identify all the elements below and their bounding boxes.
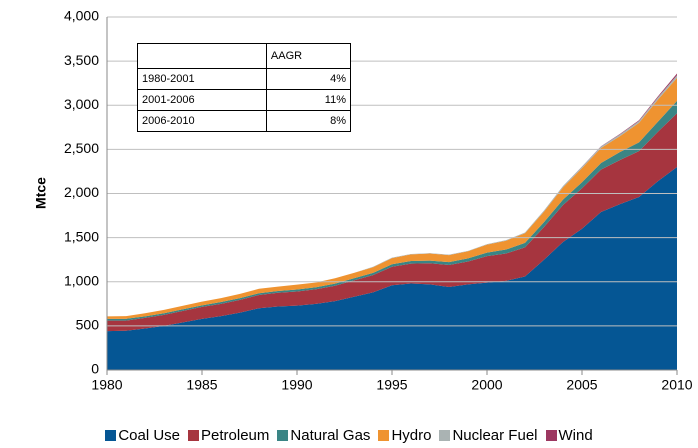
legend-swatch	[545, 430, 557, 441]
legend-item: Wind	[545, 427, 593, 444]
area	[107, 77, 677, 319]
table-row: 2006-2010 8%	[137, 110, 352, 132]
table-cell	[137, 43, 267, 69]
legend-label: Hydro	[391, 427, 432, 444]
x-tick-label: 2000	[471, 377, 502, 393]
legend-label: Petroleum	[201, 427, 270, 444]
y-tick-label: 4,000	[64, 8, 99, 24]
area	[107, 113, 677, 332]
y-tick-label: 1,500	[64, 228, 99, 244]
legend-swatch	[105, 430, 117, 441]
x-tick-label: 2005	[566, 377, 597, 393]
x-tick-label: 1985	[186, 377, 217, 393]
legend-swatch	[439, 430, 451, 441]
table-cell: 4%	[265, 68, 352, 90]
legend-item: Petroleum	[188, 427, 269, 444]
y-tick-label: 2,500	[64, 140, 99, 156]
y-tick-label: 3,000	[64, 96, 99, 112]
table-cell: 1980-2001	[137, 68, 267, 90]
inset-table: AAGR 1980-2001 4% 2001-2006 11% 2006-2010 8%	[137, 43, 352, 132]
legend-swatch	[188, 430, 200, 441]
table-cell: 8%	[265, 110, 352, 132]
legend-item: Natural Gas	[277, 427, 370, 444]
y-tick-label: 2,000	[64, 184, 99, 200]
x-tick-label: 1995	[376, 377, 407, 393]
legend-item: Hydro	[378, 427, 431, 444]
table-header: AAGR	[137, 43, 352, 69]
table-row: 2001-2006 11%	[137, 89, 352, 111]
y-tick-label: 1,000	[64, 272, 99, 288]
area	[107, 167, 677, 370]
table-cell: 2006-2010	[137, 110, 267, 132]
legend-label: Nuclear Fuel	[452, 427, 538, 444]
areas	[107, 73, 677, 370]
y-tick-label: 3,500	[64, 52, 99, 68]
table-row: 1980-2001 4%	[137, 68, 352, 90]
legend-swatch	[378, 430, 390, 441]
y-tick-label: 500	[76, 317, 100, 333]
x-tick-label: 1990	[281, 377, 312, 393]
table-header-cell: AAGR	[265, 43, 352, 69]
legend-item: Coal Use	[105, 427, 180, 444]
legend-item: Nuclear Fuel	[439, 427, 538, 444]
y-axis-label: Mtce	[33, 177, 49, 209]
legend: Coal Use Petroleum Natural Gas Hydro Nuclear…	[0, 427, 698, 444]
legend-label: Natural Gas	[290, 427, 371, 444]
table-cell: 11%	[265, 89, 352, 111]
legend-swatch	[277, 430, 289, 441]
legend-label: Wind	[558, 427, 593, 444]
table-cell: 2001-2006	[137, 89, 267, 111]
y-tick-label: 0	[91, 361, 99, 377]
x-tick-label: 2010	[661, 377, 692, 393]
legend-label: Coal Use	[118, 427, 181, 444]
x-tick-label: 1980	[91, 377, 122, 393]
